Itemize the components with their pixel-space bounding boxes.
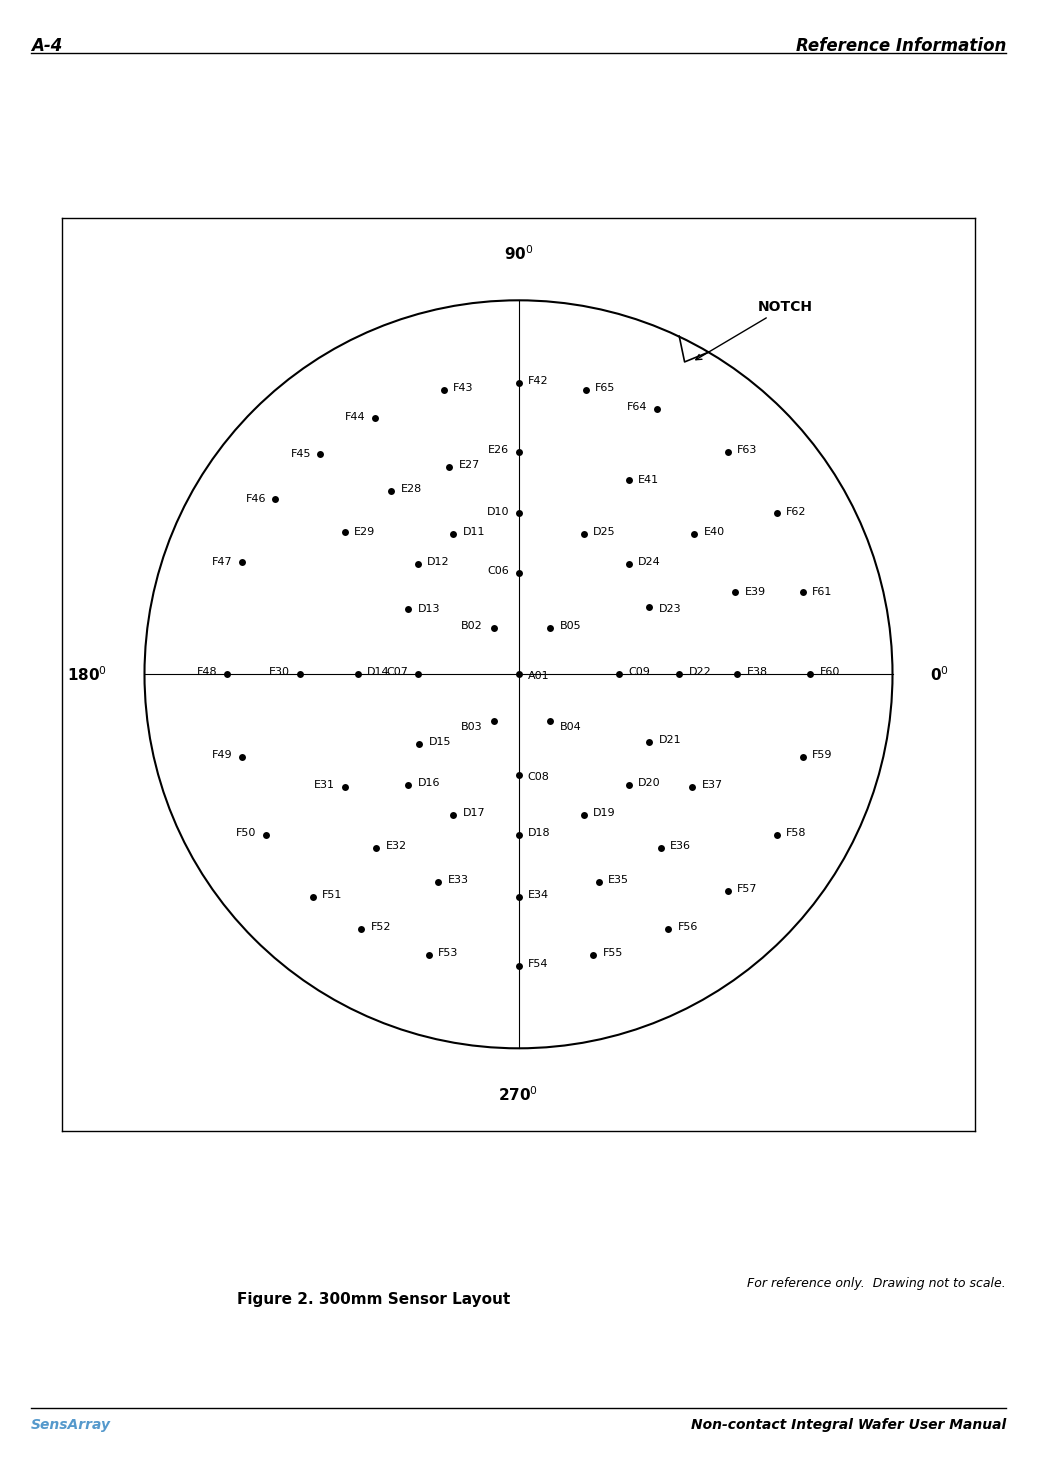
Text: D18: D18 [528, 828, 551, 839]
Text: D20: D20 [638, 778, 661, 788]
Text: E31: E31 [314, 780, 335, 790]
Text: E37: E37 [702, 780, 723, 790]
Text: C07: C07 [387, 667, 409, 677]
Text: E36: E36 [670, 842, 691, 851]
Text: F64: F64 [627, 402, 647, 412]
Text: F49: F49 [212, 750, 232, 760]
Text: F58: F58 [786, 828, 807, 839]
Text: F45: F45 [290, 449, 311, 458]
Text: E39: E39 [745, 587, 766, 597]
Text: E32: E32 [386, 842, 407, 851]
Text: SensArray: SensArray [31, 1418, 111, 1432]
Text: C06: C06 [487, 566, 509, 576]
Text: F59: F59 [812, 750, 833, 760]
Text: F61: F61 [812, 587, 833, 597]
Text: E26: E26 [488, 445, 509, 455]
Text: D24: D24 [638, 557, 661, 568]
Text: For reference only.  Drawing not to scale.: For reference only. Drawing not to scale… [747, 1277, 1006, 1291]
Text: D23: D23 [658, 603, 681, 614]
Text: F54: F54 [528, 959, 549, 969]
Text: 180$^0$: 180$^0$ [67, 665, 107, 683]
Text: 270$^0$: 270$^0$ [499, 1086, 538, 1104]
Text: D19: D19 [593, 808, 616, 818]
Text: A-4: A-4 [31, 37, 62, 55]
Text: E38: E38 [747, 667, 767, 677]
Text: C09: C09 [628, 667, 650, 677]
Text: F51: F51 [323, 891, 342, 900]
Text: D15: D15 [428, 737, 451, 747]
Text: 0$^0$: 0$^0$ [930, 665, 949, 683]
Text: F42: F42 [528, 376, 549, 385]
Text: E34: E34 [528, 891, 549, 900]
Text: E33: E33 [447, 874, 469, 885]
Text: F56: F56 [677, 922, 698, 932]
Text: E27: E27 [458, 459, 480, 470]
Text: F50: F50 [236, 828, 257, 839]
Text: 90$^0$: 90$^0$ [504, 245, 533, 262]
Text: E30: E30 [270, 667, 290, 677]
Text: B05: B05 [560, 621, 582, 631]
Text: F52: F52 [371, 922, 391, 932]
Text: C08: C08 [528, 772, 550, 782]
Text: F44: F44 [344, 412, 365, 422]
Text: F60: F60 [819, 667, 840, 677]
Text: NOTCH: NOTCH [696, 299, 813, 360]
Text: F48: F48 [197, 667, 218, 677]
Text: E29: E29 [354, 528, 375, 536]
Text: Reference Information: Reference Information [795, 37, 1006, 55]
Text: F65: F65 [595, 384, 616, 393]
Text: Figure 2. 300mm Sensor Layout: Figure 2. 300mm Sensor Layout [236, 1292, 510, 1307]
Text: D11: D11 [463, 528, 485, 536]
Text: F63: F63 [737, 445, 758, 455]
Text: D21: D21 [658, 735, 681, 745]
Text: F62: F62 [786, 507, 807, 517]
Text: F47: F47 [212, 557, 232, 568]
Text: D13: D13 [418, 603, 440, 614]
Text: D17: D17 [463, 808, 485, 818]
Text: B04: B04 [560, 722, 582, 732]
Text: B03: B03 [461, 722, 483, 732]
Text: Non-contact Integral Wafer User Manual: Non-contact Integral Wafer User Manual [691, 1418, 1006, 1432]
Text: F57: F57 [737, 885, 758, 894]
Text: F46: F46 [246, 494, 267, 504]
Text: E28: E28 [400, 485, 422, 494]
Text: E41: E41 [638, 474, 660, 485]
Text: E40: E40 [704, 528, 725, 536]
Text: D25: D25 [593, 528, 616, 536]
Text: D16: D16 [418, 778, 440, 788]
Text: B02: B02 [461, 621, 483, 631]
Text: A01: A01 [528, 671, 550, 682]
Text: F55: F55 [602, 948, 623, 957]
Text: D12: D12 [427, 557, 449, 568]
Text: E35: E35 [609, 874, 629, 885]
Text: D14: D14 [367, 667, 390, 677]
Text: D10: D10 [486, 507, 509, 517]
Text: F43: F43 [453, 384, 474, 393]
Text: D22: D22 [689, 667, 711, 677]
Text: F53: F53 [438, 948, 458, 957]
